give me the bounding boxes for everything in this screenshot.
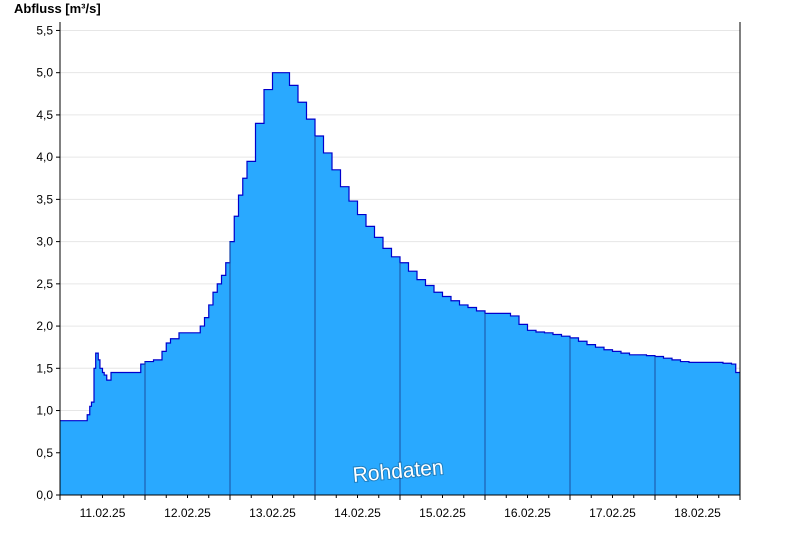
- x-tick-label-1: 12.02.25: [164, 506, 211, 520]
- y-axis-title: Abfluss [m³/s]: [14, 1, 101, 16]
- y-tick-label-8: 4,0: [36, 150, 53, 164]
- y-axis-ticks: 0,0 0,5 1,0 1,5 2,0 2,5 3,0 3,5 4,0 4,5 5,0 5,5: [36, 23, 60, 502]
- y-tick-label-5: 2,5: [36, 277, 53, 291]
- y-tick-label-10: 5,0: [36, 66, 53, 80]
- x-tick-label-3: 14.02.25: [334, 506, 381, 520]
- y-tick-label-4: 2,0: [36, 319, 53, 333]
- x-tick-label-7: 18.02.25: [674, 506, 721, 520]
- y-tick-label-7: 3,5: [36, 192, 53, 206]
- y-tick-label-1: 0,5: [36, 446, 53, 460]
- y-tick-label-11: 5,5: [36, 23, 53, 37]
- x-tick-label-5: 16.02.25: [504, 506, 551, 520]
- day-divider-lines: [144, 136, 656, 495]
- x-tick-label-0: 11.02.25: [80, 506, 126, 520]
- x-tick-label-4: 15.02.25: [419, 506, 466, 520]
- y-tick-label-6: 3,0: [36, 235, 53, 249]
- y-tick-label-3: 1,5: [36, 361, 53, 375]
- x-axis-ticks: 11.02.25 12.02.25 13.02.25 14.02.25 15.02.25…: [59, 495, 741, 520]
- y-tick-label-0: 0,0: [36, 488, 53, 502]
- x-tick-label-2: 13.02.25: [249, 506, 296, 520]
- x-tick-label-6: 17.02.25: [589, 506, 636, 520]
- y-tick-label-2: 1,0: [36, 404, 53, 418]
- y-tick-label-9: 4,5: [36, 108, 53, 122]
